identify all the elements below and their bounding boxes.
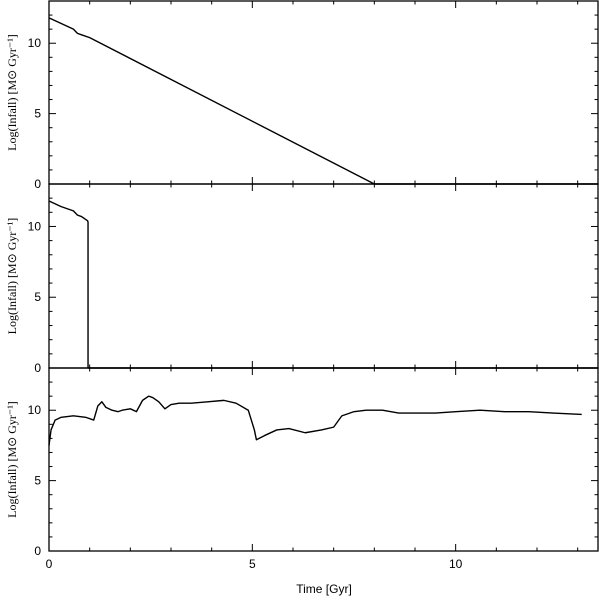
plot-frame-top — [48, 0, 599, 185]
panel-bottom: 0 5 10 0 5 10 Log(Infall) [M⊙ Gyr⁻¹] — [5, 367, 599, 571]
y-tick-label: 5 — [34, 474, 41, 488]
y-tick-label: 5 — [34, 107, 41, 121]
series-line-top — [48, 17, 598, 185]
panel-middle: 0 5 10 Log(Infall) [M⊙ Gyr⁻¹] — [5, 183, 599, 375]
y-tick-label: 10 — [28, 403, 42, 417]
panel-top: 0 5 10 Log(Infall) [M⊙ Gyr⁻¹] — [5, 0, 599, 191]
y-axis-label-middle: Log(Infall) [M⊙ Gyr⁻¹] — [5, 218, 19, 335]
x-tick-label: 10 — [449, 557, 463, 571]
y-tick-label: 0 — [34, 177, 41, 191]
x-axis-label: Time [Gyr] — [296, 582, 352, 596]
x-tick-label: 5 — [249, 557, 256, 571]
y-axis-label-top: Log(Infall) [M⊙ Gyr⁻¹] — [5, 34, 19, 151]
plot-frame-middle — [48, 183, 599, 369]
y-axis-label-bottom: Log(Infall) [M⊙ Gyr⁻¹] — [5, 401, 19, 518]
y-tick-label: 5 — [34, 290, 41, 304]
x-tick-label: 0 — [46, 557, 53, 571]
y-tick-label: 0 — [34, 544, 41, 558]
y-tick-label: 10 — [28, 219, 42, 233]
plot-frame-bottom — [48, 367, 599, 552]
series-line-middle — [48, 200, 598, 369]
y-tick-label: 0 — [34, 361, 41, 375]
series-line-bottom — [48, 395, 582, 446]
y-tick-label: 10 — [28, 36, 42, 50]
